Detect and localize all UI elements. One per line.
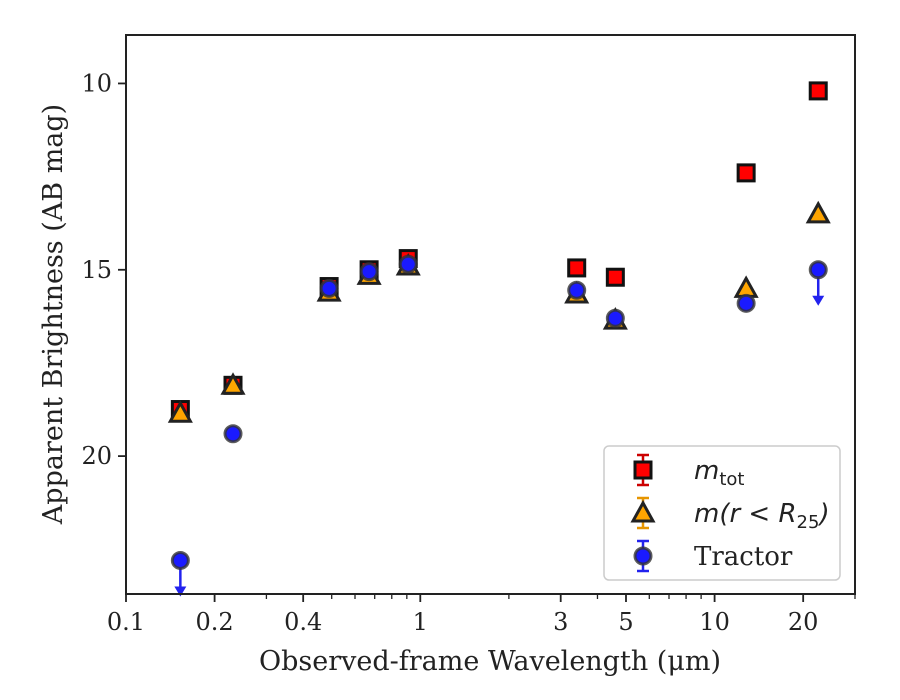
- legend-marker-triangle: [630, 499, 656, 523]
- data-point-square: [605, 267, 625, 287]
- upper-limit-arrow-head: [812, 295, 825, 306]
- x-axis-label: Observed-frame Wavelength (μm): [259, 646, 721, 677]
- data-point-circle: [223, 424, 243, 444]
- legend-marker-circle: [633, 546, 653, 566]
- y-axis-label: Apparent Brightness (AB mag): [38, 104, 69, 525]
- data-point-square: [567, 258, 587, 278]
- x-tick-label: 0.1: [107, 608, 145, 636]
- data-point-triangle: [220, 372, 246, 395]
- data-point-circle: [736, 293, 756, 313]
- x-tick-label: 1: [413, 608, 428, 636]
- series-square: [170, 81, 828, 420]
- data-point-circle: [319, 278, 339, 298]
- x-tick-label: 5: [618, 608, 633, 636]
- data-point-triangle: [167, 400, 193, 423]
- data-point-triangle: [733, 275, 759, 298]
- legend-label: m(r < R25): [694, 499, 830, 533]
- data-point-circle: [170, 550, 190, 570]
- x-tick-label: 10: [699, 608, 730, 636]
- y-tick-label: 15: [81, 256, 112, 284]
- upper-limit-arrow-head: [174, 586, 187, 597]
- data-point-circle: [605, 308, 625, 328]
- series-triangle: [167, 200, 831, 423]
- legend-items: mtot m(r < R25) Tractor: [630, 453, 830, 573]
- x-tick-label: 3: [553, 608, 568, 636]
- data-point-circle: [359, 262, 379, 282]
- y-tick-label: 10: [81, 69, 112, 97]
- data-point-square: [736, 163, 756, 183]
- legend: mtot m(r < R25) Tractor: [603, 445, 841, 581]
- legend-marker-square: [633, 460, 653, 480]
- y-tick-label: 20: [81, 442, 112, 470]
- ticks-layer: 0.1 0.2 0.4 1 3 5 10 20 10 15 20: [81, 69, 856, 636]
- data-point-triangle: [805, 200, 831, 224]
- data-point-circle: [808, 260, 828, 280]
- x-tick-label: 20: [788, 608, 819, 636]
- data-point-circle: [398, 254, 418, 274]
- data-point-circle: [567, 280, 587, 300]
- legend-label: mtot: [694, 456, 744, 490]
- legend-box: [603, 445, 841, 581]
- points-layer: [167, 81, 831, 597]
- legend-label: Tractor: [694, 542, 793, 572]
- x-tick-label: 0.2: [196, 608, 234, 636]
- plot-frame: [125, 34, 856, 595]
- series-circle: [170, 254, 828, 597]
- x-tick-label: 0.4: [284, 608, 322, 636]
- data-point-square: [808, 81, 828, 101]
